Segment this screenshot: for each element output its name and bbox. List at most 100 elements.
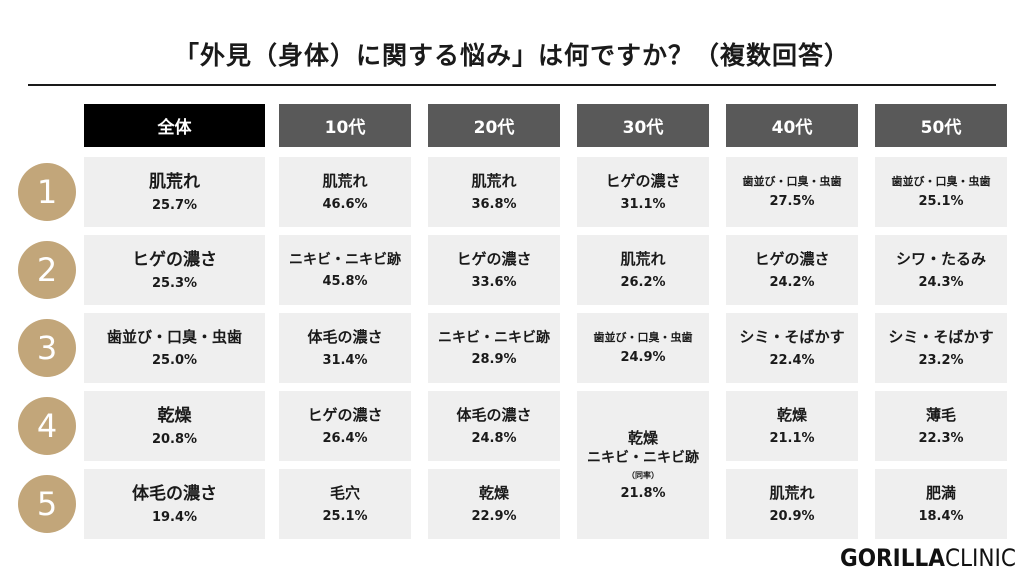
ranking-cell: シミ・そばかす 22.4%	[726, 313, 858, 383]
cell-percent: 45.8%	[322, 274, 368, 290]
cell-label: ヒゲの濃さ	[456, 250, 532, 269]
cell-label: 肌荒れ	[769, 484, 815, 503]
ranking-cell: 薄毛 22.3%	[875, 391, 1007, 461]
cell-label: ニキビ・ニキビ跡	[438, 329, 550, 346]
cell-label: 体毛の濃さ	[307, 328, 383, 347]
ranking-cell: 歯並び・口臭・虫歯 25.0%	[84, 313, 265, 383]
ranking-cell: ニキビ・ニキビ跡 28.9%	[428, 313, 560, 383]
cell-label: 歯並び・口臭・虫歯	[742, 174, 842, 188]
cell-percent: 24.2%	[769, 274, 815, 290]
cell-percent: 18.4%	[918, 508, 964, 524]
brand-logo: GORILLACLINIC	[840, 544, 1016, 572]
cell-label: シミ・そばかす	[888, 328, 994, 347]
cell-percent: 28.9%	[471, 352, 517, 368]
cell-label: 乾燥	[776, 406, 807, 425]
ranking-cell: 肌荒れ 36.8%	[428, 157, 560, 227]
cell-percent: 25.7%	[151, 198, 198, 214]
ranking-cell: 毛穴 25.1%	[279, 469, 411, 539]
cell-label: 歯並び・口臭・虫歯	[891, 174, 991, 188]
ranking-cell: 乾燥 21.1%	[726, 391, 858, 461]
cell-label: 乾燥	[627, 429, 658, 448]
cell-label: ヒゲの濃さ	[307, 406, 383, 425]
cell-label: 歯並び・口臭・虫歯	[106, 328, 242, 347]
cell-percent: 22.3%	[918, 430, 964, 446]
cell-label: ヒゲの濃さ	[754, 250, 830, 269]
cell-percent: 25.1%	[918, 194, 964, 210]
cell-percent: 25.0%	[151, 352, 198, 368]
ranking-cell: 体毛の濃さ 24.8%	[428, 391, 560, 461]
ranking-cell: 肌荒れ 26.2%	[577, 235, 709, 305]
brand-logo-part1: GORILLA	[839, 544, 945, 572]
ranking-cell: ヒゲの濃さ 26.4%	[279, 391, 411, 461]
page-title: 「外見（身体）に関する悩み」は何ですか？（複数回答）	[173, 41, 850, 70]
ranking-cell: 乾燥 22.9%	[428, 469, 560, 539]
ranking-cell: ヒゲの濃さ 25.3%	[84, 235, 265, 305]
cell-percent: 26.4%	[322, 430, 368, 446]
cell-label: 体毛の濃さ	[456, 406, 532, 425]
cell-label: ニキビ・ニキビ跡	[289, 251, 401, 268]
cell-label: 乾燥	[478, 484, 509, 503]
cell-label: シミ・そばかす	[739, 328, 845, 347]
cell-percent: 20.8%	[151, 432, 198, 448]
ranking-cell: 歯並び・口臭・虫歯 24.9%	[577, 313, 709, 383]
cell-percent: 21.1%	[769, 430, 815, 446]
column-header-3: 30代	[577, 104, 709, 147]
cell-label: 肌荒れ	[471, 172, 517, 191]
ranking-cell: ヒゲの濃さ 24.2%	[726, 235, 858, 305]
cell-label: シワ・たるみ	[895, 250, 986, 269]
rank-badge-2: 2	[18, 241, 76, 299]
ranking-cell: ニキビ・ニキビ跡 45.8%	[279, 235, 411, 305]
column-header-5: 50代	[875, 104, 1007, 147]
cell-percent: 21.8%	[620, 485, 666, 501]
ranking-cell: 肌荒れ 20.9%	[726, 469, 858, 539]
cell-label: 肌荒れ	[149, 171, 200, 192]
brand-logo-part2: CLINIC	[944, 544, 1016, 572]
cell-label: ヒゲの濃さ	[605, 172, 681, 191]
column-header-2: 20代	[428, 104, 560, 147]
cell-label: 体毛の濃さ	[132, 483, 217, 504]
cell-percent: 20.9%	[769, 508, 815, 524]
cell-label: 毛穴	[329, 484, 360, 503]
ranking-cell: 肌荒れ 46.6%	[279, 157, 411, 227]
cell-label: 乾燥	[157, 405, 192, 426]
ranking-cell: 乾燥 20.8%	[84, 391, 265, 461]
cell-percent: 24.8%	[471, 430, 517, 446]
cell-percent: 23.2%	[918, 352, 964, 368]
cell-percent: 31.4%	[322, 352, 368, 368]
ranking-cell: 乾燥 ニキビ・ニキビ跡 （同率） 21.8%	[577, 391, 709, 539]
ranking-cell: 体毛の濃さ 19.4%	[84, 469, 265, 539]
cell-percent: 19.4%	[151, 510, 198, 526]
ranking-cell: 歯並び・口臭・虫歯 27.5%	[726, 157, 858, 227]
cell-percent: 22.9%	[471, 508, 517, 524]
cell-label: 肌荒れ	[322, 172, 368, 191]
ranking-cell: 体毛の濃さ 31.4%	[279, 313, 411, 383]
ranking-cell: ヒゲの濃さ 33.6%	[428, 235, 560, 305]
cell-percent: 22.4%	[769, 352, 815, 368]
cell-percent: 26.2%	[620, 274, 666, 290]
column-header-1: 10代	[279, 104, 411, 147]
ranking-cell: シワ・たるみ 24.3%	[875, 235, 1007, 305]
column-header-0: 全体	[84, 104, 265, 147]
ranking-cell: シミ・そばかす 23.2%	[875, 313, 1007, 383]
cell-label: 肥満	[925, 484, 956, 503]
cell-percent: 46.6%	[322, 196, 368, 212]
cell-percent: 25.3%	[151, 276, 198, 292]
cell-percent: 31.1%	[620, 196, 666, 212]
title-divider	[28, 84, 996, 86]
cell-label: 歯並び・口臭・虫歯	[593, 330, 693, 344]
cell-label: ニキビ・ニキビ跡	[587, 449, 699, 466]
cell-note: （同率）	[627, 470, 659, 480]
cell-percent: 24.3%	[918, 274, 964, 290]
cell-label: 薄毛	[925, 406, 956, 425]
ranking-cell: 肌荒れ 25.7%	[84, 157, 265, 227]
cell-label: ヒゲの濃さ	[132, 249, 217, 270]
ranking-cell: 肥満 18.4%	[875, 469, 1007, 539]
column-header-4: 40代	[726, 104, 858, 147]
cell-label: 肌荒れ	[620, 250, 666, 269]
cell-percent: 24.9%	[620, 350, 666, 366]
rank-badge-3: 3	[18, 319, 76, 377]
rank-badge-4: 4	[18, 397, 76, 455]
ranking-cell: ヒゲの濃さ 31.1%	[577, 157, 709, 227]
rank-badge-5: 5	[18, 475, 76, 533]
cell-percent: 27.5%	[769, 194, 815, 210]
